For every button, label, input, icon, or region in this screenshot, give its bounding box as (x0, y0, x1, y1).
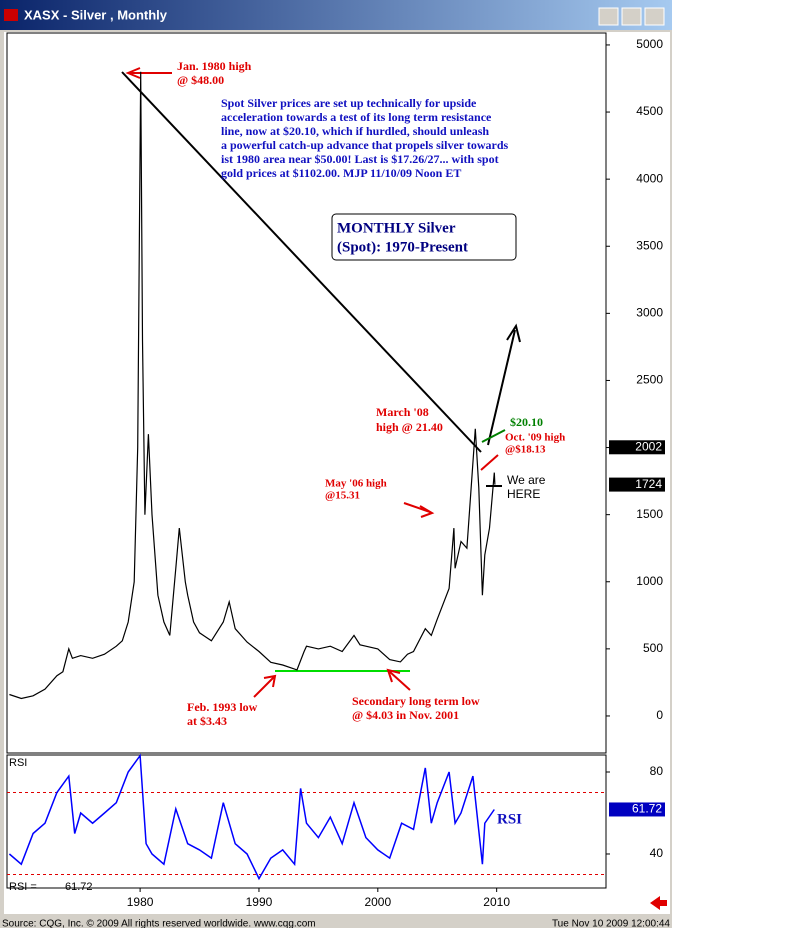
chart-label: (Spot): 1970-Present (337, 239, 468, 255)
annotation: Spot Silver prices are set up technicall… (221, 96, 477, 110)
annotation: @$18.13 (505, 444, 546, 456)
rsi-marker (609, 802, 665, 817)
resistance-line (121, 71, 482, 453)
breakout-arrow (487, 323, 521, 446)
footer-source: Source: CQG, Inc. © 2009 All rights rese… (2, 919, 316, 928)
minimize-button[interactable] (598, 7, 619, 26)
low-arrow (253, 674, 277, 698)
level-pointer (481, 429, 506, 443)
low2-arrow (386, 668, 411, 691)
annotation: @ $48.00 (177, 73, 224, 87)
annotation: Feb. 1993 low (187, 700, 258, 714)
rsi-readout-label: RSI = (9, 881, 37, 893)
scroll-arrow[interactable] (650, 896, 667, 910)
y-tick-label: 500 (643, 641, 663, 655)
x-tick-label: 2010 (483, 895, 510, 909)
rsi-marker-label: 61.72 (632, 802, 662, 816)
y-tick-label: 4000 (636, 171, 663, 185)
price-panel (6, 32, 607, 754)
high-arrow (125, 67, 172, 79)
price-marker-label: 1724 (635, 477, 662, 491)
window-title: XASX - Silver , Monthly (24, 7, 168, 22)
y-tick-label: 4500 (636, 104, 663, 118)
y-tick-label: 80 (650, 764, 664, 778)
oct09-pointer (480, 454, 499, 471)
annotation: ist 1980 area near $50.00! Last is $17.2… (221, 152, 499, 166)
annotation: gold prices at $1102.00. MJP 11/10/09 No… (221, 166, 461, 180)
y-tick-label: 2500 (636, 373, 663, 387)
y-tick-label: 1500 (636, 507, 663, 521)
footer-timestamp: Tue Nov 10 2009 12:00:44 (552, 919, 670, 928)
annotation: Jan. 1980 high (177, 59, 252, 73)
annotation: March '08 (376, 405, 429, 419)
price-marker-label: 2002 (635, 439, 662, 453)
y-tick-label: 0 (656, 708, 663, 722)
rsi-legend: RSI (497, 811, 522, 827)
annotation: @15.31 (325, 490, 360, 502)
annotation: We are (507, 473, 546, 487)
annotation: @ $4.03 in Nov. 2001 (352, 708, 459, 722)
annotation: May '06 high (325, 478, 387, 490)
y-tick-label: 3000 (636, 306, 663, 320)
rsi-panel-label: RSI (9, 757, 27, 769)
title-bar (0, 0, 672, 30)
price-marker (609, 440, 665, 455)
app-icon (4, 9, 18, 21)
y-tick-label: 1000 (636, 574, 663, 588)
annotation: $20.10 (510, 415, 543, 429)
annotation: HERE (507, 487, 540, 501)
may06-arrow (403, 502, 435, 518)
maximize-button[interactable] (621, 7, 642, 26)
price-marker (609, 477, 665, 492)
price-line (8, 753, 495, 881)
close-button[interactable] (644, 7, 665, 26)
x-tick-label: 1980 (127, 895, 154, 909)
rsi-readout-value: 61.72 (65, 881, 93, 893)
annotation: a powerful catch-up advance that propels… (221, 138, 509, 152)
x-tick-label: 1990 (246, 895, 273, 909)
y-tick-label: 3500 (636, 238, 663, 252)
annotation: Secondary long term low (352, 694, 480, 708)
price-line (9, 71, 496, 700)
y-tick-label: 5000 (636, 37, 663, 51)
x-tick-label: 2000 (364, 895, 391, 909)
annotation: Oct. '09 high (505, 432, 565, 444)
chart-label-box (331, 213, 517, 261)
y-tick-label: 40 (650, 846, 664, 860)
annotation: at $3.43 (187, 714, 227, 728)
annotation: acceleration towards a test of its long … (221, 110, 492, 124)
annotation: line, now at $20.10, which if hurdled, s… (221, 124, 489, 138)
chart-label: MONTHLY Silver (337, 220, 456, 236)
annotation: high @ 21.40 (376, 420, 443, 434)
